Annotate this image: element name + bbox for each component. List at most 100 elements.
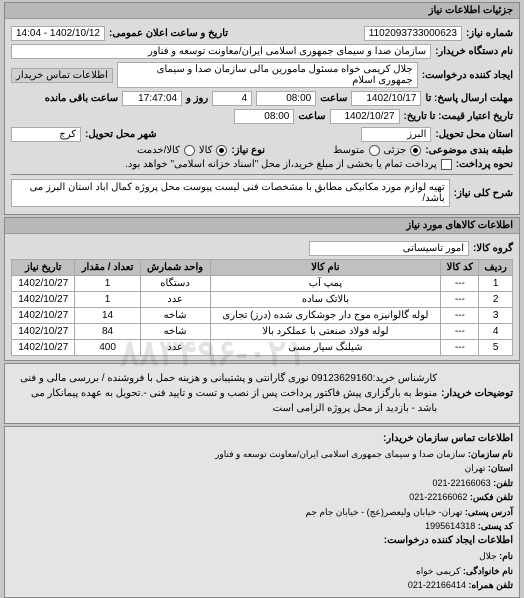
table-cell: 1	[75, 276, 140, 292]
requester-value: جلال کریمی خواه مسئول مامورین مالی سازما…	[117, 62, 418, 88]
table-header-row: ردیف کد کالا نام کالا واحد شمارش تعداد /…	[12, 260, 513, 276]
table-cell: 5	[479, 340, 513, 356]
group-value: امور تاسیساتی	[309, 241, 469, 256]
table-cell: بالاتک ساده	[210, 292, 441, 308]
table-cell: 1402/10/27	[12, 292, 75, 308]
pay-label: نحوه پرداخت:	[456, 159, 513, 170]
creator-title: اطلاعات ایجاد کننده درخواست:	[11, 533, 513, 549]
radio-mid[interactable]	[369, 145, 380, 156]
org-val: سازمان صدا و سیمای جمهوری اسلامی ایران/م…	[215, 449, 465, 459]
need-details-panel: جزئیات اطلاعات نیاز شماره نیاز: 11020937…	[4, 2, 520, 215]
table-cell: 1402/10/27	[12, 340, 75, 356]
org-label: نام سازمان:	[468, 449, 513, 459]
group-label: گروه کالا:	[473, 243, 513, 254]
table-row: 5---شیلنگ سیار مسیعدد4001402/10/27	[12, 340, 513, 356]
radio-svc[interactable]	[184, 145, 195, 156]
col-date: تاریخ نیاز	[12, 260, 75, 276]
requester-label: ایجاد کننده درخواست:	[422, 70, 513, 81]
contact-info-box: اطلاعات تماس سازمان خریدار: نام سازمان: …	[4, 426, 520, 598]
col-name: نام کالا	[210, 260, 441, 276]
col-code: کد کالا	[441, 260, 479, 276]
table-cell: 1	[479, 276, 513, 292]
validity-date: 1402/10/27	[330, 109, 400, 124]
opt-goods: کالا	[199, 145, 213, 156]
need-no-label: شماره نیاز:	[466, 28, 513, 39]
deadline-date: 1402/10/17	[351, 91, 421, 106]
validity-label: تاریخ اعتبار قیمت: تا تاریخ:	[404, 111, 513, 122]
table-cell: 1402/10/27	[12, 324, 75, 340]
class-label: طبقه بندی موضوعی:	[425, 145, 513, 156]
radio-part[interactable]	[410, 145, 421, 156]
table-cell: شاخه	[140, 308, 210, 324]
opt-svc: کالا/خدمت	[137, 145, 180, 156]
table-cell: 3	[479, 308, 513, 324]
table-cell: 84	[75, 324, 140, 340]
table-cell: دستگاه	[140, 276, 210, 292]
days-remain: 4	[212, 91, 252, 106]
table-cell: ---	[441, 276, 479, 292]
city-label: شهر محل تحویل:	[85, 129, 157, 140]
table-row: 2---بالاتک سادهعدد11402/10/27	[12, 292, 513, 308]
tel-label: تلفن:	[493, 478, 513, 488]
req-type-label: نوع نیاز:	[231, 145, 265, 156]
goods-panel-header: اطلاعات کالاهای مورد نیاز	[5, 218, 519, 234]
table-cell: شیلنگ سیار مسی	[210, 340, 441, 356]
fax-label: تلفن فکس:	[470, 492, 513, 502]
goods-panel: اطلاعات کالاهای مورد نیاز گروه کالا: امو…	[4, 217, 520, 361]
contact-title: اطلاعات تماس سازمان خریدار:	[11, 431, 513, 447]
table-cell: پمپ آب	[210, 276, 441, 292]
buyer-desc-label: توضیحات خریدار:	[441, 386, 513, 401]
tel-val: 22166063-021	[433, 478, 491, 488]
table-row: 1---پمپ آبدستگاه11402/10/27	[12, 276, 513, 292]
opt-mid: متوسط	[333, 145, 364, 156]
prov-val-c: تهران	[465, 463, 486, 473]
table-cell: ---	[441, 340, 479, 356]
prov-label-c: استان:	[488, 463, 513, 473]
table-cell: ---	[441, 292, 479, 308]
mobile-label: تلفن همراه:	[468, 580, 513, 590]
table-cell: 14	[75, 308, 140, 324]
table-cell: لوله گالوانیزه موج دار جوشکاری شده (درز)…	[210, 308, 441, 324]
time-label-2: ساعت	[298, 111, 325, 122]
name-label: نام:	[499, 551, 513, 561]
deadline-label: مهلت ارسال پاسخ: تا	[425, 93, 513, 104]
table-row: 3---لوله گالوانیزه موج دار جوشکاری شده (…	[12, 308, 513, 324]
pay-checkbox[interactable]	[441, 159, 452, 170]
province-value: البرز	[361, 127, 431, 142]
province-label: استان محل تحویل:	[435, 129, 513, 140]
zip-val: 1995614318	[425, 521, 475, 531]
buyer-desc-box: توضیحات خریدار: کارشناس خرید:09123629160…	[4, 363, 520, 424]
table-cell: 1402/10/27	[12, 276, 75, 292]
announce-value: 1402/10/12 - 14:04	[11, 26, 105, 41]
name-val: جلال	[479, 551, 496, 561]
validity-time: 08:00	[234, 109, 294, 124]
table-cell: عدد	[140, 292, 210, 308]
days-remain-label: روز و	[186, 93, 208, 104]
table-cell: 4	[479, 324, 513, 340]
table-cell: 1	[75, 292, 140, 308]
radio-goods[interactable]	[216, 145, 227, 156]
time-label-1: ساعت	[320, 93, 347, 104]
family-label: نام خانوادگی:	[463, 566, 513, 576]
table-cell: 2	[479, 292, 513, 308]
table-cell: لوله فولاد صنعتی با عملکرد بالا	[210, 324, 441, 340]
deadline-time: 08:00	[256, 91, 316, 106]
need-no-value: 1102093733000623	[364, 26, 462, 41]
main-desc-label: شرح کلی نیاز:	[454, 188, 513, 199]
time-remain-label: ساعت باقی مانده	[45, 93, 118, 104]
table-row: 4---لوله فولاد صنعتی با عملکرد بالاشاخه8…	[12, 324, 513, 340]
zip-label: کد پستی:	[478, 521, 513, 531]
col-qty: تعداد / مقدار	[75, 260, 140, 276]
city-value: کرج	[11, 127, 81, 142]
table-cell: شاخه	[140, 324, 210, 340]
buyer-value: سازمان صدا و سیمای جمهوری اسلامی ایران/م…	[11, 44, 431, 59]
table-cell: عدد	[140, 340, 210, 356]
need-details-header: جزئیات اطلاعات نیاز	[5, 3, 519, 19]
table-cell: 400	[75, 340, 140, 356]
mobile-val: 22166414-021	[408, 580, 466, 590]
table-cell: 1402/10/27	[12, 308, 75, 324]
main-desc-value: تهیه لوازم مورد مکانیکی مطابق با مشخصات …	[11, 179, 450, 207]
contact-buyer-button[interactable]: اطلاعات تماس خریدار	[11, 68, 113, 83]
fax-val: 22166062-021	[409, 492, 467, 502]
addr-label: آدرس پستی:	[465, 507, 513, 517]
